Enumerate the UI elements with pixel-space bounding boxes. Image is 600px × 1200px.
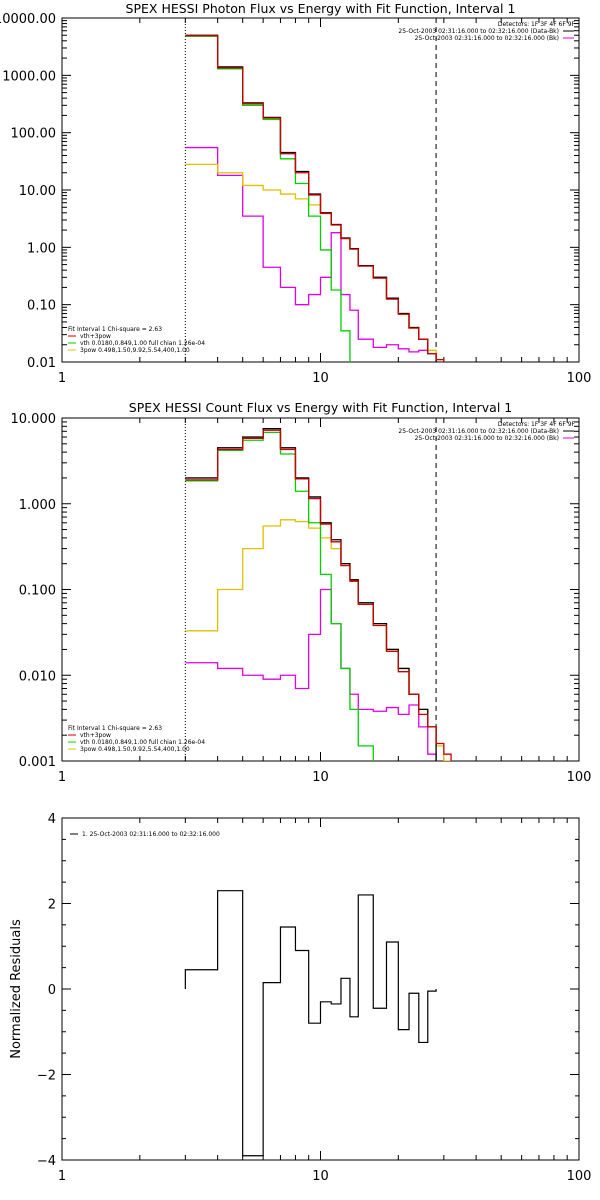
y-tick-label: 0.01 bbox=[27, 356, 56, 371]
legend-entry: vth 0.0180,0.849,1.00 full chian 1.26e-0… bbox=[80, 739, 205, 746]
legend-top-left: 1. 25-Oct-2003 02:31:16.000 to 02:32:16.… bbox=[70, 831, 220, 838]
y-tick-label: −2 bbox=[37, 1069, 56, 1084]
legend-entry: vth 0.0180,0.849,1.00 full chian 1.26e-0… bbox=[80, 340, 205, 347]
series-group bbox=[185, 428, 452, 761]
legend-entry: 25-Oct-2003 02:31:16.000 to 02:32:16.000… bbox=[398, 428, 559, 435]
x-tick-label: 1 bbox=[58, 770, 66, 785]
y-tick-label: −4 bbox=[37, 1154, 56, 1169]
y-tick-label: 1000.00 bbox=[2, 69, 56, 84]
chart-panel-2: SPEX HESSI Count Flux vs Energy with Fit… bbox=[11, 400, 592, 785]
x-tick-label: 1 bbox=[58, 371, 66, 386]
y-axis-label: Normalized Residuals bbox=[9, 919, 24, 1059]
x-tick-label: 100 bbox=[567, 770, 592, 785]
y-tick-label: 2 bbox=[48, 898, 56, 913]
legend-entry: Fit Interval 1 Chi-square = 2.63 bbox=[68, 725, 162, 732]
y-tick-label: 0.100 bbox=[19, 584, 56, 599]
y-tick-label: 0 bbox=[48, 983, 56, 998]
series-total-histogram bbox=[185, 429, 452, 761]
y-tick-label: 10.000 bbox=[11, 412, 57, 427]
series-total-histogram bbox=[185, 35, 445, 362]
chart-title: SPEX HESSI Photon Flux vs Energy with Fi… bbox=[126, 1, 516, 16]
series-group bbox=[184, 890, 437, 1157]
y-tick-label: 1.00 bbox=[27, 241, 56, 256]
y-tick-label: 4 bbox=[48, 812, 56, 827]
y-tick-label: 100.00 bbox=[11, 127, 57, 142]
plot-frame bbox=[61, 817, 580, 1161]
legend-entry: Detectors: 1F 3F 4F 6F 9F bbox=[498, 21, 576, 28]
y-tick-label: 1.000 bbox=[19, 498, 56, 513]
chart-panel-3: 1 10 100 −4 −2 0 2 4 Normalized Residuals 1. 25-O… bbox=[9, 812, 591, 1184]
legend-entry: 25-Oct-2003 02:31:16.000 to 02:32:16.000… bbox=[415, 35, 559, 42]
series-powerlaw-histogram bbox=[185, 519, 452, 761]
x-tick-label: 100 bbox=[567, 1169, 592, 1184]
plot-frame bbox=[61, 17, 580, 363]
y-tick-label: 0.001 bbox=[19, 755, 56, 770]
legend-bottom-left: Fit Interval 1 Chi-square = 2.63vth+3pow… bbox=[68, 326, 205, 354]
series-background-histogram bbox=[185, 146, 437, 362]
legend-entry: 1. 25-Oct-2003 02:31:16.000 to 02:32:16.… bbox=[82, 831, 220, 838]
y-tick-label: 10.00 bbox=[19, 184, 56, 199]
x-tick-label: 10 bbox=[312, 371, 329, 386]
series-residuals-histogram bbox=[184, 890, 437, 1157]
legend-entry: 25-Oct-2003 02:31:16.000 to 02:32:16.000… bbox=[415, 435, 559, 442]
chart-title: SPEX HESSI Count Flux vs Energy with Fit… bbox=[129, 400, 512, 415]
series-thermal-histogram bbox=[185, 431, 374, 761]
series-powerlaw-histogram bbox=[185, 163, 445, 362]
legend-entry: 25-Oct-2003 02:31:16.000 to 02:32:16.000… bbox=[398, 28, 559, 35]
series-thermal-histogram bbox=[185, 35, 351, 362]
legend-entry: 3pow 0.498,1.50,9.92,5.54,400,1.00 bbox=[80, 347, 190, 354]
x-tick-label: 1 bbox=[58, 1169, 66, 1184]
y-tick-label: 0.10 bbox=[27, 299, 56, 314]
x-tick-label: 100 bbox=[567, 371, 592, 386]
legend-entry: vth+3pow bbox=[80, 732, 111, 739]
x-tick-label: 10 bbox=[312, 1169, 329, 1184]
y-tick-label: 10000.00 bbox=[0, 12, 56, 27]
y-tick-label: 0.010 bbox=[19, 669, 56, 684]
legend-entry: 3pow 0.498,1.50,9.92,5.54,400,1.00 bbox=[80, 746, 190, 753]
chart-panel-1: SPEX HESSI Photon Flux vs Energy with Fi… bbox=[0, 1, 592, 386]
series-background-histogram bbox=[185, 588, 437, 761]
series-data-histogram bbox=[185, 428, 437, 761]
legend-entry: vth+3pow bbox=[80, 333, 111, 340]
series-group bbox=[185, 34, 445, 362]
legend-entry: Fit Interval 1 Chi-square = 2.63 bbox=[68, 326, 162, 333]
legend-bottom-left: Fit Interval 1 Chi-square = 2.63vth+3pow… bbox=[68, 725, 205, 753]
legend-entry: Detectors: 1F 3F 4F 6F 9F bbox=[498, 421, 576, 428]
x-tick-label: 10 bbox=[312, 770, 329, 785]
